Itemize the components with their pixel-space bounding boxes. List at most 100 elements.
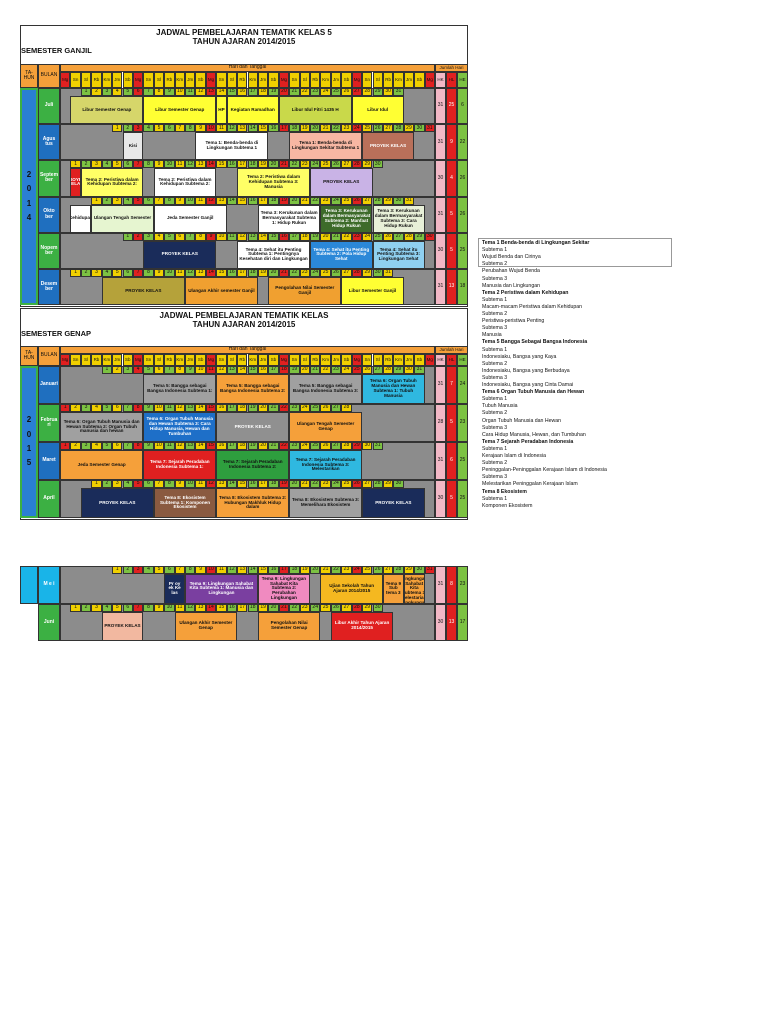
weekday: Sb — [268, 354, 279, 366]
day-number: 21 — [278, 269, 290, 277]
day-number: 8 — [132, 442, 144, 450]
note-line: Subtema 3 — [482, 424, 508, 431]
header-count: Jumlah Hari — [435, 64, 468, 72]
day-number: 20 — [299, 366, 310, 374]
day-number: 17 — [237, 160, 248, 169]
day-count: 5 — [446, 404, 457, 442]
day-number: 29 — [372, 88, 383, 96]
note-line: Tema 6 Organ Tubuh Manusia dan Hewan — [482, 389, 585, 396]
weekday: Sn — [216, 72, 227, 88]
event-block: PROYEK KELAS — [101, 611, 144, 641]
weekday: Sl — [80, 354, 92, 366]
count-header: HL — [446, 72, 457, 88]
day-number: 15 — [247, 366, 258, 374]
day-number: 17 — [268, 366, 279, 374]
day-number: 13 — [195, 269, 206, 277]
event-block: Kehidupan — [70, 204, 92, 233]
day-number: 20 — [310, 566, 321, 574]
day-number: 26 — [382, 232, 394, 241]
event-block: Tema 3: Kerukunan dalam Bermasyarakat Su… — [372, 204, 425, 233]
day-number: 30 — [372, 603, 383, 612]
day-number: 25 — [310, 404, 321, 412]
day-number: 16 — [216, 404, 227, 412]
day-number: 18 — [247, 603, 258, 612]
day-number: 4 — [132, 366, 144, 374]
day-number: 14 — [195, 442, 206, 450]
note-line: Indonesiaku, Bangsa yang Berbudaya — [482, 367, 570, 374]
weekday: Sl — [299, 72, 310, 88]
event-block: PROYEK KELAS — [362, 488, 425, 518]
day-number: 3 — [132, 566, 144, 574]
day-number: 30 — [403, 366, 415, 374]
weekday: Rb — [310, 354, 321, 366]
day-number: 10 — [205, 124, 217, 133]
weekday: Mg — [60, 354, 71, 366]
day-number: 19 — [257, 603, 269, 612]
day-count: 13 — [446, 269, 457, 306]
event-block: Libur Idul Fitri 1435 H — [278, 96, 352, 125]
day-count: 25 — [457, 480, 468, 518]
day-number: 11 — [195, 480, 206, 488]
day-number: 3 — [112, 196, 123, 205]
day-number: 11 — [205, 366, 217, 374]
weekday: Sn — [70, 354, 81, 366]
day-number: 20 — [268, 603, 279, 612]
event-block: Tema 6: Organ Tubuh Manusia dan Hewan Su… — [143, 412, 217, 442]
day-number: 20 — [320, 232, 331, 241]
day-number: 16 — [278, 232, 290, 241]
day-number: 20 — [257, 442, 269, 450]
day-number: 11 — [174, 269, 185, 277]
day-number: 2 — [122, 124, 133, 133]
day-number: 6 — [122, 160, 133, 169]
day-number: 7 — [122, 442, 133, 450]
note-line: Indonesiaku, Bangsa yang Cinta Damai — [482, 382, 574, 388]
day-number: 14 — [247, 566, 258, 574]
day-number: 17 — [257, 480, 269, 488]
day-number: 23 — [341, 124, 352, 133]
note-line: Subtema 3 — [482, 275, 508, 282]
day-number: 9 — [143, 442, 154, 450]
day-number: 3 — [132, 124, 144, 133]
weekday: Jm — [403, 354, 415, 366]
day-number: 18 — [299, 232, 310, 241]
day-number: 21 — [310, 366, 321, 374]
semester-label: SEMESTER GANJIL — [21, 46, 92, 55]
day-number: 26 — [320, 442, 331, 450]
note-line: Indonesiaku, Bangsa yang Kaya — [482, 353, 557, 360]
weekday: Sb — [122, 72, 133, 88]
day-count: 4 — [446, 160, 457, 197]
weekday: Rb — [310, 72, 321, 88]
day-count: 30 — [435, 603, 446, 641]
weekday: Km — [320, 72, 331, 88]
day-number: 11 — [195, 196, 206, 205]
year-digit: 0 — [26, 429, 32, 439]
day-number: 6 — [122, 603, 133, 612]
day-number: 13 — [185, 442, 196, 450]
event-block: Tema 2: Peristiwa dalam Kehidupan Subtem… — [153, 168, 217, 197]
weekday: Sn — [289, 354, 300, 366]
day-number: 12 — [185, 269, 196, 277]
day-number: 12 — [185, 603, 196, 612]
day-number: 16 — [237, 88, 248, 96]
day-number: 7 — [122, 404, 133, 412]
day-number: 1 — [101, 366, 113, 374]
day-number: 2 — [101, 480, 113, 488]
day-count: 31 — [435, 269, 446, 306]
day-number: 9 — [185, 366, 196, 374]
event-block: Tema 9: Lingkungan Sahabat Kita Subtema … — [403, 574, 425, 604]
weekday: Sb — [268, 72, 279, 88]
day-number: 12 — [216, 366, 227, 374]
day-number: 9 — [153, 160, 165, 169]
day-number: 24 — [299, 442, 310, 450]
day-number: 2 — [80, 269, 92, 277]
day-number: 21 — [299, 196, 310, 205]
note-line: Subtema 2 — [482, 261, 508, 268]
day-number: 2 — [101, 196, 113, 205]
day-count: 31 — [435, 566, 446, 604]
day-number: 28 — [393, 124, 404, 133]
day-number: 20 — [278, 88, 290, 96]
note-line: Subtema 1 — [482, 495, 508, 502]
day-number: 26 — [362, 366, 373, 374]
day-number: 5 — [112, 603, 123, 612]
